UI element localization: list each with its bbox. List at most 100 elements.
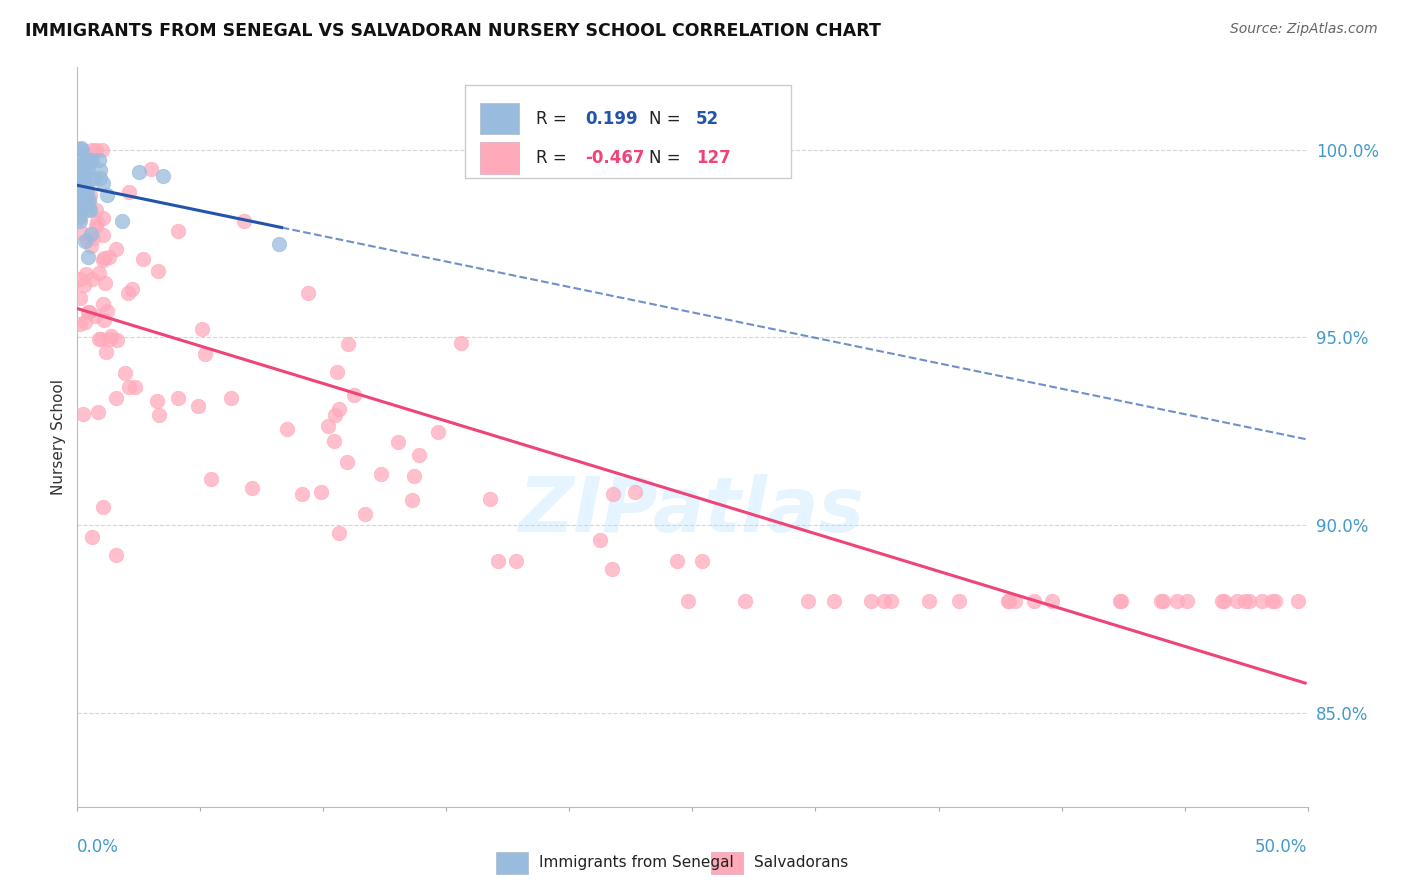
Point (82, 170, 104, 185)
Point (73, 184, 96, 198)
Text: 0.0%: 0.0% (77, 838, 120, 855)
Point (479, 492, 502, 507)
Point (89, 170, 111, 185)
Point (1211, 593, 1233, 607)
Point (90, 332, 112, 346)
Point (1175, 593, 1198, 607)
Point (76, 157, 98, 171)
Text: N =: N = (650, 149, 686, 167)
Point (73, 234, 96, 248)
Text: R =: R = (536, 110, 572, 128)
Point (73, 277, 96, 292)
Point (505, 554, 527, 568)
Point (276, 422, 298, 436)
Point (79, 188, 101, 202)
Point (94, 344, 117, 359)
Point (354, 507, 377, 521)
Point (408, 448, 430, 462)
Point (67, 161, 90, 175)
Point (100, 329, 122, 343)
Point (89, 266, 111, 280)
Point (67, 211, 90, 226)
Point (105, 242, 128, 256)
Text: R =: R = (536, 149, 572, 167)
Point (450, 336, 472, 351)
Point (1226, 593, 1249, 607)
Point (105, 391, 128, 405)
Point (79, 153, 101, 167)
Point (1251, 593, 1274, 607)
Point (370, 467, 392, 481)
Point (93, 313, 115, 327)
Point (86, 215, 108, 229)
Text: IMMIGRANTS FROM SENEGAL VS SALVADORAN NURSERY SCHOOL CORRELATION CHART: IMMIGRANTS FROM SENEGAL VS SALVADORAN NU… (25, 22, 882, 40)
Point (328, 402, 350, 417)
Point (69, 291, 91, 305)
Text: -0.467: -0.467 (585, 149, 645, 167)
Point (128, 165, 150, 179)
Point (918, 593, 941, 607)
Point (1152, 593, 1174, 607)
Point (70, 141, 93, 155)
Point (873, 593, 896, 607)
Point (602, 487, 624, 501)
Point (82, 153, 104, 168)
Text: 0.199: 0.199 (585, 110, 638, 128)
Point (602, 561, 624, 575)
Point (1233, 593, 1256, 607)
Point (589, 533, 612, 547)
Text: Salvadorans: Salvadorans (754, 855, 848, 871)
Point (191, 322, 214, 336)
Point (89, 163, 111, 178)
Point (75, 267, 97, 281)
Point (97, 250, 120, 264)
Point (111, 214, 132, 228)
Point (72, 172, 94, 186)
Point (72, 172, 94, 186)
Point (152, 169, 174, 184)
Point (167, 392, 190, 406)
Text: N =: N = (650, 110, 686, 128)
Point (1286, 593, 1309, 607)
Point (336, 454, 359, 468)
Point (69, 203, 91, 218)
Point (998, 593, 1021, 607)
Point (77, 194, 100, 208)
Point (72, 407, 94, 421)
Point (797, 593, 820, 607)
Y-axis label: Nursery School: Nursery School (51, 379, 66, 495)
Point (219, 392, 242, 406)
Point (1237, 593, 1260, 607)
Point (90, 143, 112, 157)
Point (96, 188, 118, 202)
Point (69, 210, 91, 224)
Point (1264, 593, 1286, 607)
Point (105, 333, 128, 347)
Point (117, 285, 139, 300)
Point (328, 525, 350, 540)
Point (69, 191, 91, 205)
Point (309, 484, 332, 499)
Point (676, 593, 699, 607)
Point (76, 155, 98, 169)
Point (77, 305, 100, 319)
Text: ZIPatlas: ZIPatlas (519, 475, 866, 548)
Point (200, 472, 222, 486)
Point (72, 200, 94, 214)
Point (84, 310, 107, 324)
Point (77, 305, 100, 319)
Point (692, 554, 714, 568)
Point (77, 153, 100, 167)
Point (80, 227, 103, 241)
Point (80, 239, 103, 253)
Point (997, 593, 1019, 607)
Point (343, 387, 366, 401)
Point (89, 153, 111, 167)
Point (860, 593, 883, 607)
Point (1109, 593, 1132, 607)
Point (73, 172, 96, 186)
Point (66, 201, 89, 215)
Point (84, 219, 107, 233)
Point (1166, 593, 1188, 607)
Bar (496, 852, 527, 874)
